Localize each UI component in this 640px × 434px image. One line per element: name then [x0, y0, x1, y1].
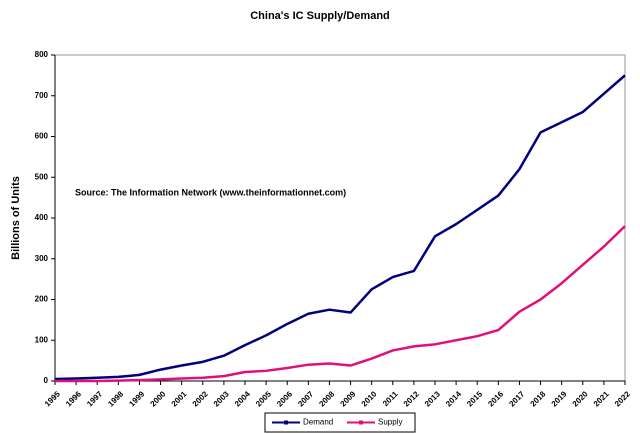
series-line	[54, 74, 626, 381]
x-tick-label: 2015	[465, 389, 484, 408]
annotation: Source: The Information Network (www.the…	[75, 187, 346, 197]
y-tick-label: 400	[35, 213, 49, 222]
y-tick-label: 100	[35, 335, 49, 344]
y-tick-label: 700	[35, 91, 49, 100]
x-tick-label: 2001	[170, 389, 189, 408]
x-tick-label: 1997	[85, 389, 104, 408]
x-tick-label: 1996	[64, 389, 83, 408]
y-tick-label: 800	[35, 50, 49, 59]
x-tick-label: 2006	[275, 389, 294, 408]
x-tick-label: 2005	[254, 389, 273, 408]
chart-title: China's IC Supply/Demand	[250, 10, 390, 22]
x-tick-label: 2014	[444, 389, 463, 408]
x-tick-label: 2017	[507, 389, 526, 408]
y-tick-label: 200	[35, 295, 49, 304]
legend-label: Demand	[303, 418, 333, 427]
legend-marker	[284, 420, 288, 425]
x-tick-label: 2012	[402, 389, 421, 408]
x-tick-label: 2002	[191, 389, 210, 408]
legend-label: Supply	[378, 418, 402, 427]
x-tick-label: 2016	[486, 389, 505, 408]
x-tick-label: 2013	[423, 389, 442, 408]
plot-area	[54, 54, 626, 382]
x-tick-label: 2000	[149, 389, 168, 408]
x-tick-label: 2018	[529, 389, 548, 408]
x-tick-label: 1999	[127, 389, 146, 408]
y-tick-label: 600	[35, 132, 49, 141]
legend	[264, 412, 416, 433]
series-line	[55, 225, 626, 383]
x-tick-label: 2021	[592, 389, 611, 408]
x-tick-label: 2011	[381, 389, 400, 408]
x-tick-label: 2008	[317, 389, 336, 408]
y-tick-label: 500	[35, 172, 49, 181]
x-tick-label: 2007	[296, 389, 315, 408]
y-tick-label: 0	[44, 376, 49, 385]
x-tick-label: 2019	[550, 389, 569, 408]
x-tick-label: 1995	[43, 389, 62, 408]
y-tick-label: 300	[35, 254, 49, 263]
legend-marker	[359, 420, 363, 425]
y-axis-label: Billions of Units	[10, 176, 22, 260]
x-tick-label: 2004	[233, 389, 252, 408]
x-tick-label: 2022	[613, 389, 632, 408]
x-tick-label: 1998	[106, 389, 125, 408]
x-tick-label: 2003	[212, 389, 231, 408]
x-tick-label: 2009	[339, 389, 358, 408]
x-tick-label: 2020	[571, 389, 590, 408]
x-tick-label: 2010	[360, 389, 379, 408]
